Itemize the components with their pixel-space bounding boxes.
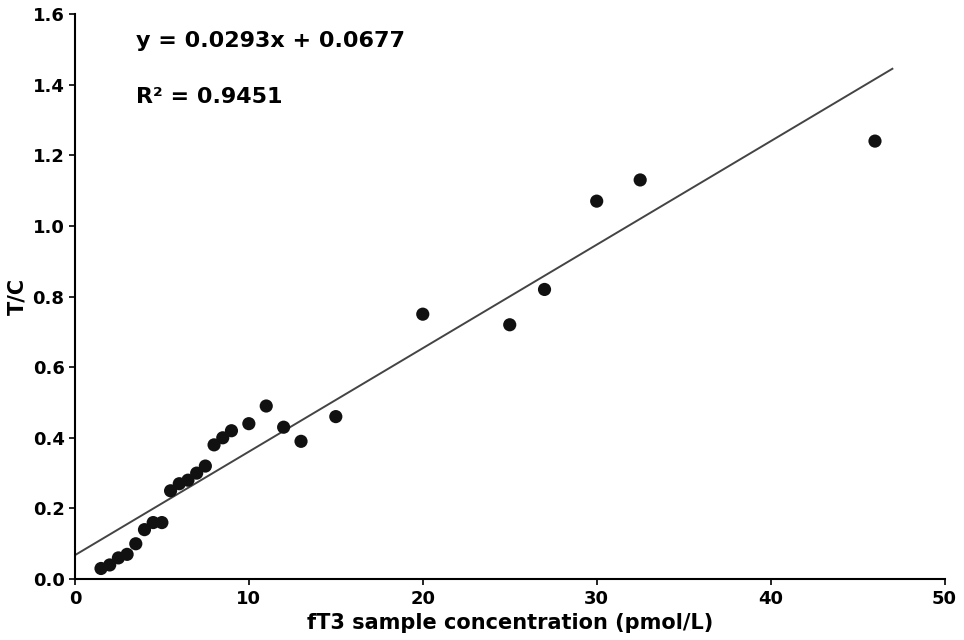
Point <box>415 309 431 319</box>
Point <box>120 549 135 559</box>
Point <box>224 426 239 436</box>
Point <box>276 422 291 433</box>
Point <box>868 136 883 146</box>
Point <box>328 412 343 422</box>
Point <box>206 440 222 450</box>
Point <box>137 525 152 535</box>
Point <box>128 539 144 549</box>
Point <box>102 560 118 570</box>
Point <box>293 436 308 447</box>
Point <box>94 563 109 573</box>
Point <box>502 319 518 330</box>
X-axis label: fT3 sample concentration (pmol/L): fT3 sample concentration (pmol/L) <box>307 613 712 633</box>
Point <box>146 518 161 528</box>
Y-axis label: T/C: T/C <box>7 278 27 315</box>
Point <box>632 175 648 185</box>
Point <box>258 401 274 411</box>
Point <box>537 284 552 294</box>
Point <box>198 461 213 471</box>
Point <box>111 553 126 563</box>
Point <box>589 196 604 206</box>
Point <box>241 419 256 429</box>
Point <box>215 433 230 443</box>
Text: y = 0.0293x + 0.0677: y = 0.0293x + 0.0677 <box>136 31 405 51</box>
Point <box>172 479 187 489</box>
Point <box>154 518 170 528</box>
Text: R² = 0.9451: R² = 0.9451 <box>136 88 282 108</box>
Point <box>180 475 196 485</box>
Point <box>163 486 178 496</box>
Point <box>189 468 204 478</box>
